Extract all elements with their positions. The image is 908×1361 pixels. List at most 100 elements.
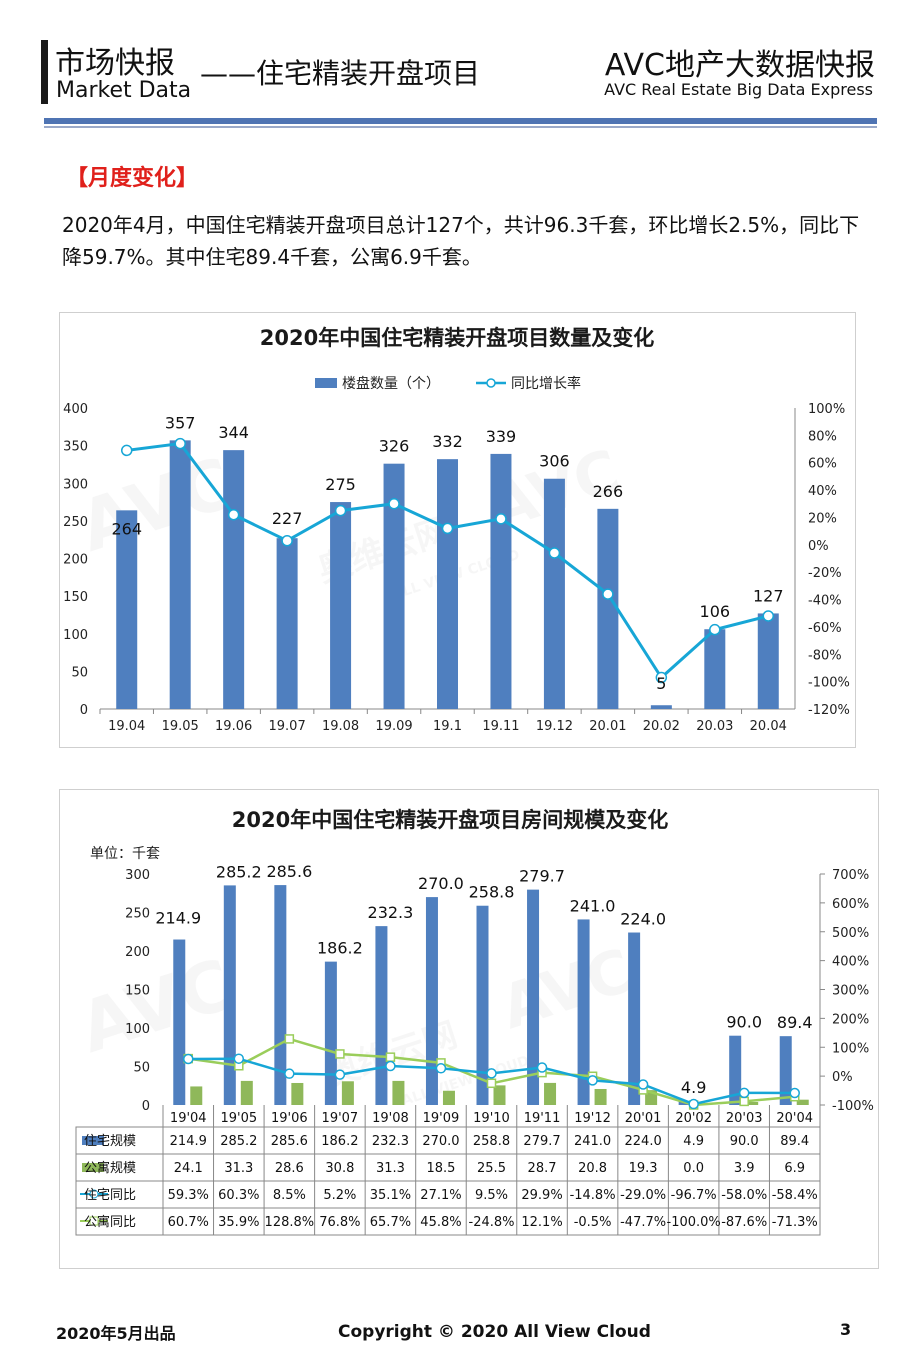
table-row-header: 公寓规模: [84, 1160, 136, 1176]
yoy-growth-point: [709, 623, 721, 636]
x-tick-label: 19.06: [215, 719, 252, 734]
table-cell: 241.0: [574, 1134, 611, 1149]
page-number: 3: [840, 1320, 852, 1339]
footer-copyright: Copyright © 2020 All View Cloud: [338, 1322, 651, 1342]
table-cell: 12.1%: [521, 1215, 562, 1230]
y-right-tick-label: -100%: [808, 676, 850, 691]
bar-data-label: 270.0: [418, 874, 464, 893]
table-cell: 3.9: [734, 1161, 755, 1176]
bar-residential-scale: [425, 897, 438, 1105]
y-left-tick-label: 300: [125, 868, 150, 883]
table-cell: 65.7%: [370, 1215, 411, 1230]
bar-data-label: 224.0: [620, 910, 666, 929]
x-tick-label: 19.09: [375, 719, 412, 734]
bar-apartment-scale: [796, 1099, 809, 1105]
y-right-tick-label: -120%: [808, 703, 850, 718]
bar-data-label: 214.9: [155, 909, 201, 928]
bar-apartment-scale: [341, 1081, 354, 1105]
y-left-tick-label: 100: [125, 1022, 150, 1037]
yoy-growth-point: [174, 437, 186, 450]
x-tick-label: 20'04: [776, 1111, 813, 1126]
y-left-tick-label: 50: [133, 1061, 150, 1076]
bar-data-label: 326: [379, 437, 410, 456]
residential-yoy-point: [183, 1053, 194, 1065]
room-scale-chart: AVCAVC奥维云网ALL VIEW CLOUD2020年中国住宅精装开盘项目房…: [70, 808, 874, 1236]
table-cell: -71.3%: [772, 1215, 818, 1230]
y-left-tick-label: 100: [63, 628, 88, 643]
x-tick-label: 19'10: [473, 1111, 510, 1126]
apartment-yoy-point: [385, 1052, 396, 1062]
bar-residential-scale: [628, 932, 641, 1105]
y-right-tick-label: 400%: [832, 955, 869, 970]
yoy-growth-point: [120, 444, 133, 457]
table-cell: 20.8: [578, 1161, 607, 1176]
y-left-tick-label: 350: [63, 440, 88, 455]
table-cell: 128.8%: [265, 1215, 315, 1230]
bar-project-count: [650, 705, 672, 709]
bar-residential-scale: [729, 1035, 742, 1105]
apartment-yoy-point: [284, 1034, 295, 1044]
x-tick-label: 20.01: [589, 719, 626, 734]
bar-data-label: 339: [486, 427, 517, 446]
x-tick-label: 19'04: [170, 1111, 207, 1126]
table-cell: -24.8%: [469, 1215, 515, 1230]
bar-project-count: [330, 502, 352, 709]
x-tick-label: 20'02: [675, 1111, 712, 1126]
bar-project-count: [704, 629, 726, 709]
bar-residential-scale: [223, 885, 236, 1105]
y-left-tick-label: 150: [125, 984, 150, 999]
bar-data-label: 285.2: [216, 862, 262, 881]
table-cell: 60.3%: [218, 1188, 259, 1203]
table-cell: 9.5%: [475, 1188, 508, 1203]
residential-yoy-point: [486, 1068, 497, 1079]
header-left-title: 市场快报: [55, 46, 175, 81]
bar-project-count: [543, 478, 565, 709]
project-count-chart: AVCAVC奥维云网ALL VIEW CLOUD2020年中国住宅精装开盘项目数…: [63, 326, 850, 734]
bar-project-count: [276, 538, 298, 709]
bar-apartment-scale: [392, 1080, 405, 1105]
table-cell: -87.6%: [721, 1215, 767, 1230]
bar-data-label: 4.9: [681, 1078, 706, 1097]
x-tick-label: 19.08: [322, 719, 359, 734]
x-tick-label: 20.04: [750, 719, 787, 734]
bar-project-count: [597, 508, 619, 709]
table-cell: 224.0: [625, 1134, 662, 1149]
bar-data-label: 285.6: [266, 862, 312, 881]
chart-title: 2020年中国住宅精装开盘项目数量及变化: [260, 326, 654, 350]
bar-residential-scale: [527, 889, 540, 1105]
bar-data-label: 90.0: [726, 1013, 762, 1032]
unit-label: 单位：千套: [90, 846, 160, 862]
bar-apartment-scale: [544, 1082, 557, 1105]
bar-data-label: 357: [165, 413, 196, 432]
table-legend-marker: [89, 1189, 99, 1199]
y-right-tick-label: 300%: [832, 984, 869, 999]
bar-project-count: [116, 510, 138, 709]
table-row-header: 公寓同比: [84, 1214, 136, 1230]
y-right-tick-label: 40%: [808, 484, 837, 499]
x-tick-label: 19'12: [574, 1111, 611, 1126]
yoy-growth-point: [281, 534, 293, 547]
table-cell: 90.0: [730, 1134, 759, 1149]
table-cell: -100.0%: [667, 1215, 721, 1230]
chart-title: 2020年中国住宅精装开盘项目房间规模及变化: [232, 808, 668, 832]
x-tick-label: 19'09: [423, 1111, 460, 1126]
y-right-tick-label: 600%: [832, 897, 869, 912]
bar-apartment-scale: [594, 1088, 607, 1105]
table-cell: 285.6: [271, 1134, 308, 1149]
bar-apartment-scale: [442, 1090, 455, 1105]
table-cell: 232.3: [372, 1134, 409, 1149]
table-cell: 59.3%: [168, 1188, 209, 1203]
table-cell: 76.8%: [319, 1215, 360, 1230]
header-divider: [44, 118, 877, 124]
apartment-yoy-point: [335, 1049, 345, 1059]
bar-data-label: 241.0: [570, 896, 616, 915]
residential-yoy-point: [435, 1063, 447, 1074]
table-cell: 0.0: [683, 1161, 704, 1176]
bar-data-label: 5: [656, 674, 666, 693]
header-middle-title: ——住宅精装开盘项目: [200, 57, 481, 90]
header-right-subtitle: AVC Real Estate Big Data Express: [604, 80, 873, 99]
bar-data-label: 332: [432, 432, 463, 451]
bar-data-label: 279.7: [519, 867, 565, 886]
legend-marker-line: [486, 378, 496, 388]
table-cell: 18.5: [426, 1161, 455, 1176]
